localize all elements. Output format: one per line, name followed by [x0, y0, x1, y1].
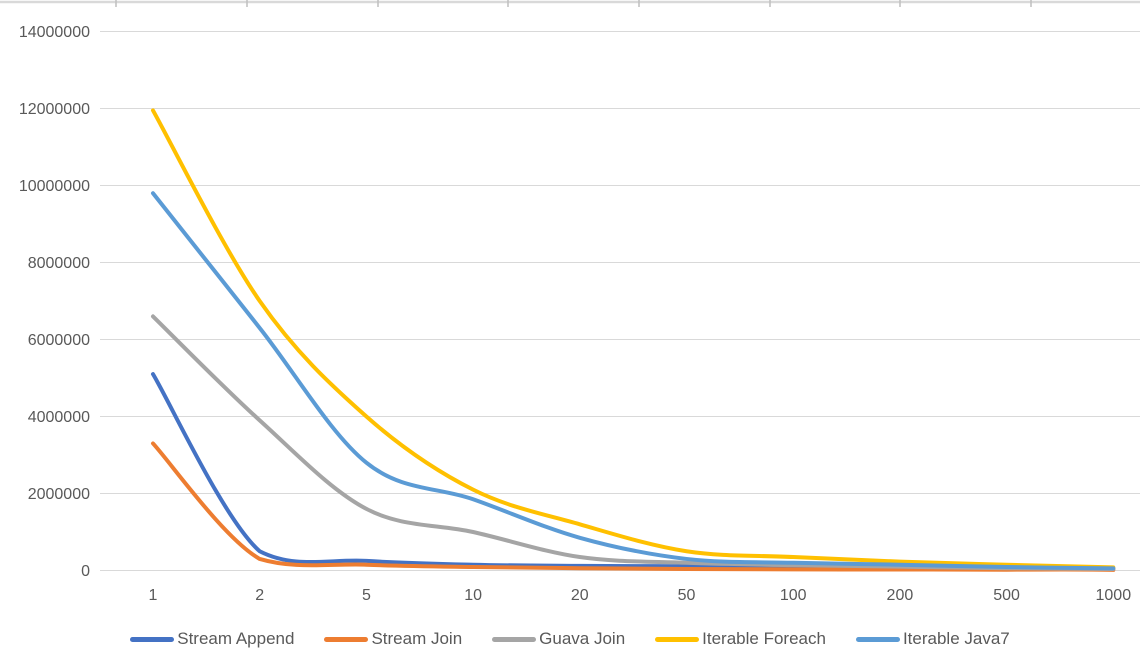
y-axis-label: 10000000 [19, 178, 90, 195]
x-axis-label: 200 [887, 587, 914, 604]
y-axis-label: 12000000 [19, 101, 90, 118]
y-axis-label: 14000000 [19, 24, 90, 41]
legend-item-iterable-foreach: Iterable Foreach [655, 629, 826, 649]
legend-label: Stream Append [177, 629, 295, 648]
series-line-stream-join [151, 441, 1116, 572]
legend-line-marker [655, 636, 700, 642]
legend-label: Iterable Foreach [702, 629, 826, 648]
x-axis-label: 100 [780, 587, 807, 604]
x-axis-label: 10 [464, 587, 482, 604]
x-axis-label: 20 [571, 587, 589, 604]
y-axis-label: 6000000 [28, 332, 90, 349]
legend-label: Stream Join [371, 629, 463, 648]
legend-line-marker [855, 636, 900, 642]
y-axis-label: 8000000 [28, 255, 90, 272]
chart-legend: Stream Append Stream Join Guava Join Iterab… [0, 626, 1140, 652]
x-axis-label: 5 [362, 587, 371, 604]
series-line-iterable-java7 [151, 191, 1116, 571]
legend-item-guava-join: Guava Join [492, 629, 625, 649]
series-line-iterable-foreach [151, 108, 1116, 570]
legend-item-iterable-java7: Iterable Java7 [855, 629, 1010, 649]
x-axis-label: 50 [678, 587, 696, 604]
x-axis-label: 500 [993, 587, 1020, 604]
x-axis-label: 1000 [1096, 587, 1132, 604]
y-axis-label: 2000000 [28, 486, 90, 503]
y-axis-label: 0 [81, 563, 90, 580]
series-line-guava-join [151, 314, 1116, 571]
x-axis-label: 2 [255, 587, 264, 604]
legend-item-stream-append: Stream Append [130, 629, 294, 649]
legend-line-marker [130, 636, 175, 642]
legend-item-stream-join: Stream Join [324, 629, 462, 649]
y-axis-label: 4000000 [28, 409, 90, 426]
legend-line-marker [492, 636, 537, 642]
legend-line-marker [324, 636, 369, 642]
legend-label: Iterable Java7 [902, 629, 1010, 648]
x-axis-label: 1 [149, 587, 158, 604]
legend-label: Guava Join [539, 629, 626, 648]
